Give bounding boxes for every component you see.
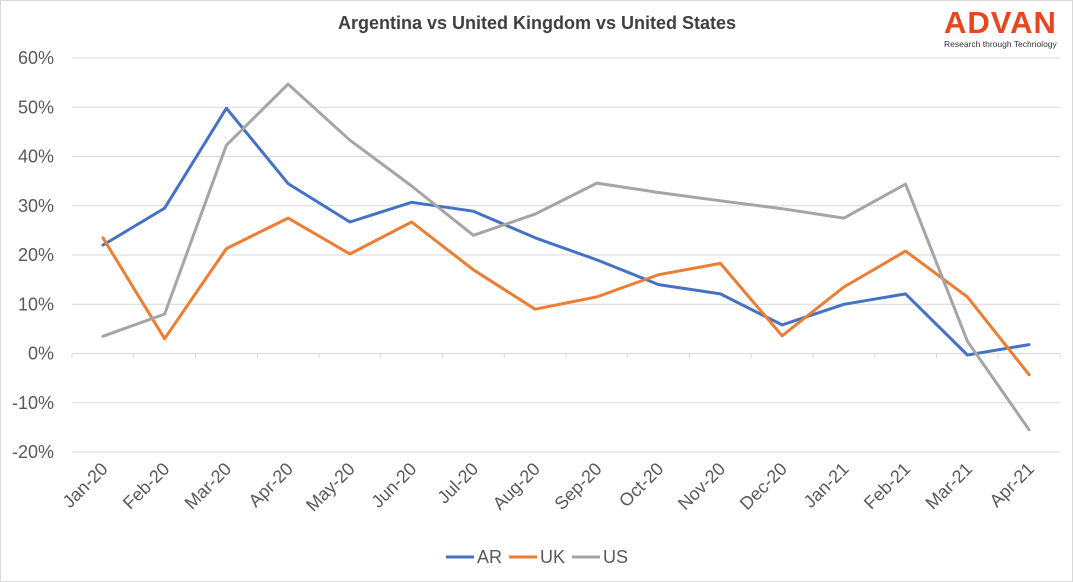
series-line-us (101, 82, 1031, 432)
x-tick-label: Feb-20 (119, 459, 173, 513)
x-tick-label: Oct-20 (615, 459, 667, 511)
legend-label-uk: UK (540, 547, 565, 567)
x-tick-label: Apr-21 (986, 459, 1038, 511)
x-tick-label: Mar-21 (922, 459, 976, 513)
series-lines (101, 82, 1031, 432)
x-tick-label: Jul-20 (433, 459, 482, 508)
x-tick-label: Mar-20 (181, 459, 235, 513)
x-axis-ticks: Jan-20 Feb-20 Mar-20 Apr-20 May-20 Jun-20 Jul-… (59, 459, 1038, 516)
x-tick-label: Sep-20 (551, 459, 606, 514)
x-tick-label: Feb-21 (860, 459, 914, 513)
x-tick-label: Aug-20 (489, 459, 544, 514)
y-tick-label: 60% (18, 48, 54, 68)
x-tick-label: Jan-20 (59, 459, 112, 512)
series-line-ar (101, 106, 1031, 357)
x-tick-label: May-20 (302, 459, 359, 516)
legend: AR UK US (446, 547, 628, 567)
y-tick-label: -10% (12, 393, 54, 413)
y-tick-label: 50% (18, 97, 54, 117)
x-tick-label: Jan-21 (800, 459, 853, 512)
x-tick-label: Nov-20 (674, 459, 729, 514)
y-tick-label: 10% (18, 294, 54, 314)
y-tick-label: 0% (28, 344, 54, 364)
y-tick-label: 40% (18, 147, 54, 167)
advan-logo: ADVAN Research through Technology (944, 5, 1064, 50)
legend-label-us: US (603, 547, 628, 567)
x-tick-label: Dec-20 (736, 459, 791, 514)
y-tick-label: 20% (18, 245, 54, 265)
series-line-uk (101, 216, 1031, 377)
chart-title: Argentina vs United Kingdom vs United St… (338, 13, 736, 33)
legend-label-ar: AR (477, 547, 502, 567)
x-tick-label: Apr-20 (245, 459, 297, 511)
y-tick-label: 30% (18, 196, 54, 216)
y-axis-ticks: -20% -10% 0% 10% 20% 30% 40% 50% 60% (12, 48, 54, 462)
gridlines (71, 57, 1061, 453)
x-tick-label: Jun-20 (367, 459, 420, 512)
brand-name: ADVAN (944, 5, 1057, 40)
brand-tagline: Research through Technology (944, 39, 1057, 49)
y-tick-label: -20% (12, 442, 54, 462)
